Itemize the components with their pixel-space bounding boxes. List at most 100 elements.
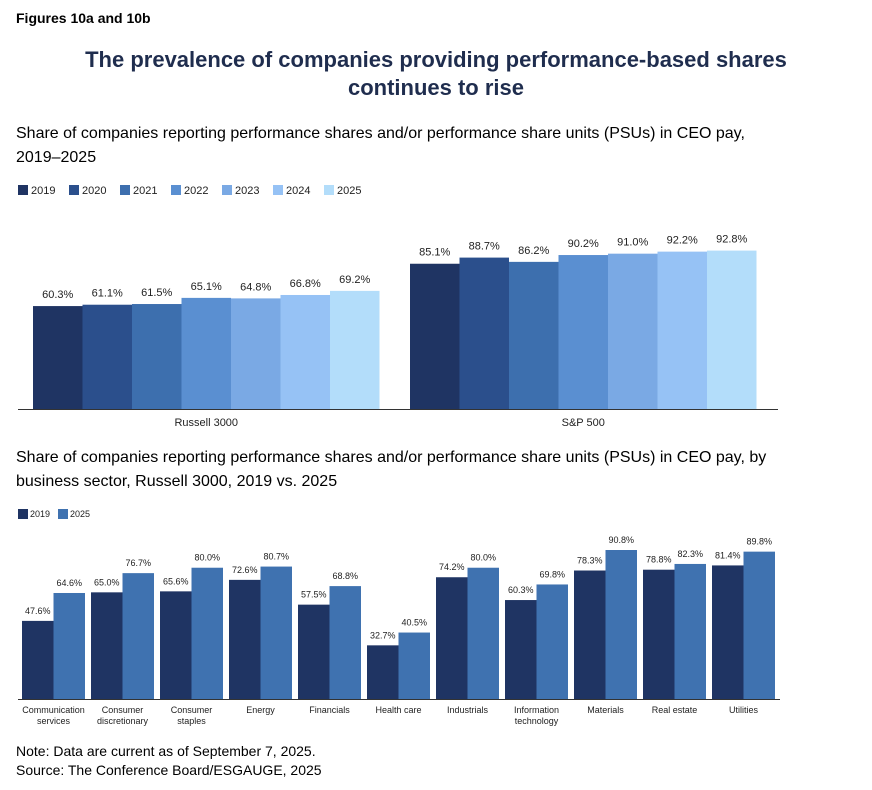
data-label-s-p-500-2021: 86.2% [518,245,549,257]
figure-label: Figures 10a and 10b [16,10,151,26]
sector-category-label-information-technology: Information [514,705,559,715]
sector-bar-materials-2019 [574,570,606,699]
chart1-subtitle: Share of companies reporting performance… [16,122,866,170]
sector-data-label-real-estate-2025: 82.3% [677,549,703,559]
sector-bar-energy-2019 [229,579,261,699]
sector-bar-energy-2025 [260,566,292,699]
sector-category-label-communication-services: Communication [22,705,85,715]
sector-data-label-industrials-2019: 74.2% [439,562,465,572]
bar-russell-3000-2024 [280,294,330,409]
legend-swatch-2019 [18,185,28,195]
data-label-s-p-500-2025: 92.8% [716,234,747,246]
sector-category-label-consumer-discretionary: Consumer [102,705,144,715]
sector-bar-real-estate-2025 [674,563,706,699]
data-label-s-p-500-2023: 91.0% [617,237,648,249]
chart2-subtitle-line2: business sector, Russell 3000, 2019 vs. … [16,473,338,490]
sector-data-label-information-technology-2019: 60.3% [508,585,534,595]
legend-swatch-2023 [222,185,232,195]
sector-category-label-industrials: Industrials [447,705,489,715]
sector-data-label-consumer-discretionary-2019: 65.0% [94,577,120,587]
sector-data-label-financials-2019: 57.5% [301,590,327,600]
data-label-russell-3000-2021: 61.5% [141,287,172,299]
chart1-subtitle-line1: Share of companies reporting performance… [16,125,745,142]
data-label-russell-3000-2022: 65.1% [191,281,222,293]
legend2-label-2025: 2025 [70,509,90,519]
sector-data-label-real-estate-2019: 78.8% [646,555,672,565]
sector-data-label-industrials-2025: 80.0% [470,553,496,563]
sector-data-label-energy-2019: 72.6% [232,565,258,575]
main-title: The prevalence of companies providing pe… [0,46,872,102]
sector-bar-health-care-2019 [367,645,399,699]
legend-label-2024: 2024 [286,185,310,197]
legend-label-2022: 2022 [184,185,208,197]
sector-data-label-financials-2025: 68.8% [332,571,358,581]
legend2-label-2019: 2019 [30,509,50,519]
main-title-line1: The prevalence of companies providing pe… [85,47,787,72]
sector-category-label-consumer-staples: Consumer [171,705,213,715]
sector-category-label-health-care: Health care [375,705,421,715]
bar-russell-3000-2019 [33,306,83,409]
legend2-swatch-2025 [58,509,68,519]
sector-data-label-consumer-discretionary-2025: 76.7% [125,558,151,568]
sector-category-label-utilities: Utilities [729,705,759,715]
sector-data-label-consumer-staples-2019: 65.6% [163,576,189,586]
legend-label-2025: 2025 [337,185,361,197]
sector-category-label-energy: Energy [246,705,275,715]
legend-label-2023: 2023 [235,185,259,197]
sector-data-label-materials-2019: 78.3% [577,556,603,566]
sector-data-label-utilities-2019: 81.4% [715,550,741,560]
sector-bar-information-technology-2025 [536,584,568,699]
bar-russell-3000-2021 [132,304,182,409]
chart1-subtitle-line2: 2019–2025 [16,149,97,166]
bar-russell-3000-2022 [181,297,231,409]
category-label-s-p-500: S&P 500 [562,417,605,429]
sector-data-label-materials-2025: 90.8% [608,535,634,545]
data-label-s-p-500-2022: 90.2% [568,238,599,250]
legend-swatch-2025 [324,185,334,195]
sector-data-label-utilities-2025: 89.8% [746,537,772,547]
legend-swatch-2024 [273,185,283,195]
chart2-subtitle-line1: Share of companies reporting performance… [16,449,767,466]
bar-s-p-500-2024 [657,251,707,409]
sector-category-label-information-technology-line2: technology [515,716,559,726]
legend-label-2020: 2020 [82,185,106,197]
chart2-subtitle: Share of companies reporting performance… [16,446,866,494]
sector-data-label-information-technology-2025: 69.8% [539,569,565,579]
sector-bar-communication-services-2025 [53,592,85,699]
data-label-s-p-500-2020: 88.7% [469,241,500,253]
sector-bar-financials-2019 [298,604,330,699]
main-title-line2: continues to rise [347,75,525,100]
sector-bar-industrials-2019 [436,577,468,699]
chart1-svg: 2019 2020 2021 2022 2023 2024 2025 60.3% 61.1% 61… [18,185,778,429]
sector-bar-consumer-discretionary-2019 [91,592,123,699]
data-label-russell-3000-2019: 60.3% [42,289,73,301]
sector-bar-utilities-2019 [712,565,744,699]
data-label-russell-3000-2025: 69.2% [339,274,370,286]
sector-bar-materials-2025 [605,550,637,699]
bar-s-p-500-2020 [459,257,509,409]
sector-bar-health-care-2025 [398,632,430,699]
sector-data-label-energy-2025: 80.7% [263,552,289,562]
sector-bar-consumer-staples-2025 [191,567,223,699]
note: Note: Data are current as of September 7… [16,742,322,780]
category-label-russell-3000: Russell 3000 [174,417,238,429]
bar-russell-3000-2023 [231,298,281,409]
sector-bar-utilities-2025 [743,551,775,699]
data-label-russell-3000-2023: 64.8% [240,281,271,293]
sector-category-label-materials: Materials [587,705,624,715]
legend-label-2019: 2019 [31,185,55,197]
bar-s-p-500-2021 [509,261,559,409]
sector-category-label-financials: Financials [309,705,350,715]
data-label-russell-3000-2020: 61.1% [92,288,123,300]
sector-bar-industrials-2025 [467,567,499,699]
sector-data-label-health-care-2019: 32.7% [370,630,396,640]
sector-bar-consumer-discretionary-2025 [122,573,154,699]
bar-s-p-500-2023 [608,253,658,409]
legend-label-2021: 2021 [133,185,157,197]
sector-bar-information-technology-2019 [505,600,537,699]
data-label-russell-3000-2024: 66.8% [290,278,321,290]
note-line: Note: Data are current as of September 7… [16,743,316,759]
sector-data-label-communication-services-2019: 47.6% [25,606,51,616]
data-label-s-p-500-2024: 92.2% [667,235,698,247]
